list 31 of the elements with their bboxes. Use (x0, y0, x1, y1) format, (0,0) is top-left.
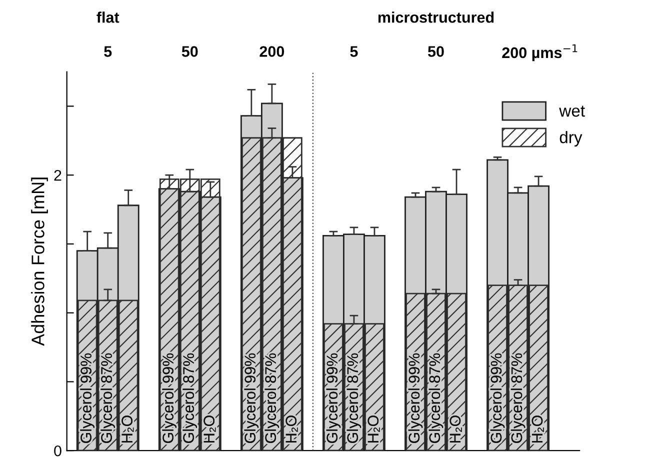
x-tick-label: Glycerol 87% (510, 353, 526, 443)
x-tick-label: Glycerol 99% (490, 353, 505, 443)
x-tick-label: Glycerol 99% (80, 353, 94, 443)
text: 200 µms$^{−1}$ (502, 44, 578, 62)
legend-label: dry (560, 130, 582, 147)
y-axis-title: Adhesion Force [mN] (31, 178, 48, 346)
x-tick-label: H₂O (368, 416, 380, 442)
x-tick-label: H₂O (204, 416, 216, 442)
x-tick-label: Glycerol 87% (100, 353, 115, 443)
y-tick-label: 2 (54, 170, 62, 181)
text: 50 (182, 46, 198, 57)
x-tick-label: Glycerol 87% (182, 353, 198, 443)
text: microstructured (378, 12, 494, 23)
x-tick-label: Glycerol 87% (346, 353, 362, 443)
x-tick-label: H₂O (286, 416, 298, 442)
text: 200 (260, 46, 284, 57)
x-tick-label: H₂O (122, 416, 134, 442)
text: 5 (350, 46, 358, 57)
text: 50 (428, 46, 444, 57)
legend-label: wet (559, 106, 585, 117)
y-tick-label: 0 (54, 445, 62, 456)
x-tick-label: H₂O (532, 416, 544, 442)
x-tick-label: Glycerol 99% (326, 353, 341, 443)
x-tick-label: Glycerol 87% (264, 353, 280, 443)
text: flat (96, 12, 120, 23)
x-tick-label: Glycerol 99% (408, 353, 423, 443)
text: 5 (104, 46, 112, 57)
x-tick-label: Glycerol 99% (162, 353, 177, 443)
x-tick-label: Glycerol 87% (428, 353, 444, 443)
x-tick-label: Glycerol 99% (244, 353, 259, 443)
x-tick-label: H₂O (450, 416, 462, 442)
